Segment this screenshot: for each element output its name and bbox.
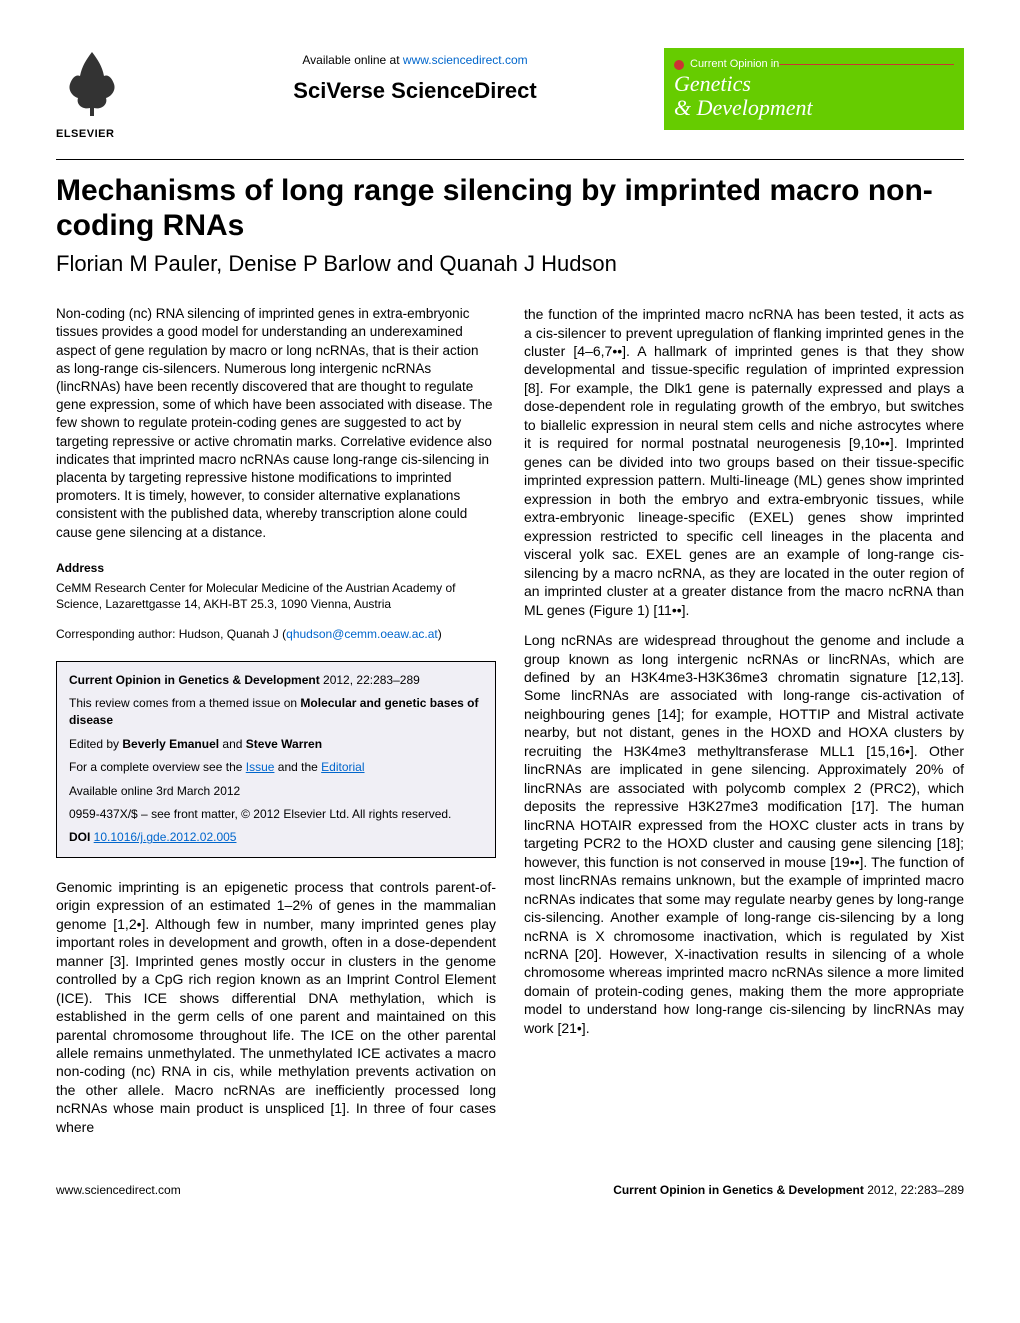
badge-line bbox=[779, 64, 954, 65]
badge-development: & Development bbox=[674, 96, 954, 120]
info-edited: Edited by Beverly Emanuel and Steve Warr… bbox=[69, 736, 483, 753]
left-paragraph-1: Genomic imprinting is an epigenetic proc… bbox=[56, 878, 496, 1137]
footer-journal: Current Opinion in Genetics & Developmen… bbox=[613, 1183, 864, 1197]
corr-suffix: ) bbox=[438, 627, 442, 641]
elsevier-tree-icon bbox=[56, 48, 128, 120]
footer: www.sciencedirect.com Current Opinion in… bbox=[56, 1176, 964, 1198]
page: ELSEVIER Available online at www.science… bbox=[0, 0, 1020, 1223]
info-journal-line: Current Opinion in Genetics & Developmen… bbox=[69, 672, 483, 689]
editor2: Steve Warren bbox=[246, 737, 322, 751]
right-paragraph-2: Long ncRNAs are widespread throughout th… bbox=[524, 631, 964, 1037]
left-body-text: Genomic imprinting is an epigenetic proc… bbox=[56, 878, 496, 1137]
right-paragraph-1: the function of the imprinted macro ncRN… bbox=[524, 305, 964, 619]
overview-pre: For a complete overview see the bbox=[69, 760, 246, 774]
left-column: Non-coding (nc) RNA silencing of imprint… bbox=[56, 305, 496, 1148]
edited-and: and bbox=[219, 737, 246, 751]
elsevier-logo-block: ELSEVIER bbox=[56, 48, 166, 141]
address: CeMM Research Center for Molecular Medic… bbox=[56, 580, 496, 612]
info-overview: For a complete overview see the Issue an… bbox=[69, 759, 483, 776]
info-themed: This review comes from a themed issue on… bbox=[69, 695, 483, 730]
two-column-layout: Non-coding (nc) RNA silencing of imprint… bbox=[56, 305, 964, 1148]
overview-and: and the bbox=[274, 760, 321, 774]
info-doi: DOI 10.1016/j.gde.2012.02.005 bbox=[69, 829, 483, 846]
doi-label: DOI bbox=[69, 830, 94, 844]
elsevier-label: ELSEVIER bbox=[56, 127, 166, 142]
abstract: Non-coding (nc) RNA silencing of imprint… bbox=[56, 305, 496, 542]
badge-genetics: Genetics bbox=[674, 72, 954, 96]
footer-right: Current Opinion in Genetics & Developmen… bbox=[613, 1182, 964, 1198]
article-title: Mechanisms of long range silencing by im… bbox=[56, 174, 964, 243]
sciencedirect-link[interactable]: www.sciencedirect.com bbox=[403, 53, 528, 67]
footer-left: www.sciencedirect.com bbox=[56, 1182, 181, 1198]
address-label: Address bbox=[56, 560, 496, 576]
top-bar: ELSEVIER Available online at www.science… bbox=[56, 48, 964, 141]
available-online-line: Available online at www.sciencedirect.co… bbox=[166, 52, 664, 68]
info-journal: Current Opinion in Genetics & Developmen… bbox=[69, 673, 320, 687]
top-rule bbox=[56, 159, 964, 160]
info-copyright: 0959-437X/$ – see front matter, © 2012 E… bbox=[69, 806, 483, 823]
corresponding-author: Corresponding author: Hudson, Quanah J (… bbox=[56, 626, 496, 642]
overview-issue-link[interactable]: Issue bbox=[246, 760, 275, 774]
right-body-text: the function of the imprinted macro ncRN… bbox=[524, 305, 964, 1037]
right-column: the function of the imprinted macro ncRN… bbox=[524, 305, 964, 1148]
info-year-pages: 2012, 22:283–289 bbox=[320, 673, 420, 687]
available-text: Available online at bbox=[302, 53, 403, 67]
journal-badge: Current Opinion in Genetics & Developmen… bbox=[664, 48, 964, 130]
edited-pre: Edited by bbox=[69, 737, 122, 751]
sciverse-title: SciVerse ScienceDirect bbox=[166, 76, 664, 106]
overview-editorial-link[interactable]: Editorial bbox=[321, 760, 364, 774]
info-box: Current Opinion in Genetics & Developmen… bbox=[56, 661, 496, 858]
footer-pages: 2012, 22:283–289 bbox=[864, 1183, 964, 1197]
doi-link[interactable]: 10.1016/j.gde.2012.02.005 bbox=[94, 830, 237, 844]
badge-small-text: Current Opinion in bbox=[690, 57, 779, 72]
themed-pre: This review comes from a themed issue on bbox=[69, 696, 300, 710]
badge-dot-icon bbox=[674, 60, 684, 70]
badge-top: Current Opinion in bbox=[674, 57, 954, 72]
editor1: Beverly Emanuel bbox=[122, 737, 219, 751]
corr-prefix: Corresponding author: Hudson, Quanah J ( bbox=[56, 627, 286, 641]
info-online: Available online 3rd March 2012 bbox=[69, 783, 483, 800]
corr-email-link[interactable]: qhudson@cemm.oeaw.ac.at bbox=[286, 627, 438, 641]
center-header: Available online at www.sciencedirect.co… bbox=[166, 48, 664, 106]
authors: Florian M Pauler, Denise P Barlow and Qu… bbox=[56, 249, 964, 279]
